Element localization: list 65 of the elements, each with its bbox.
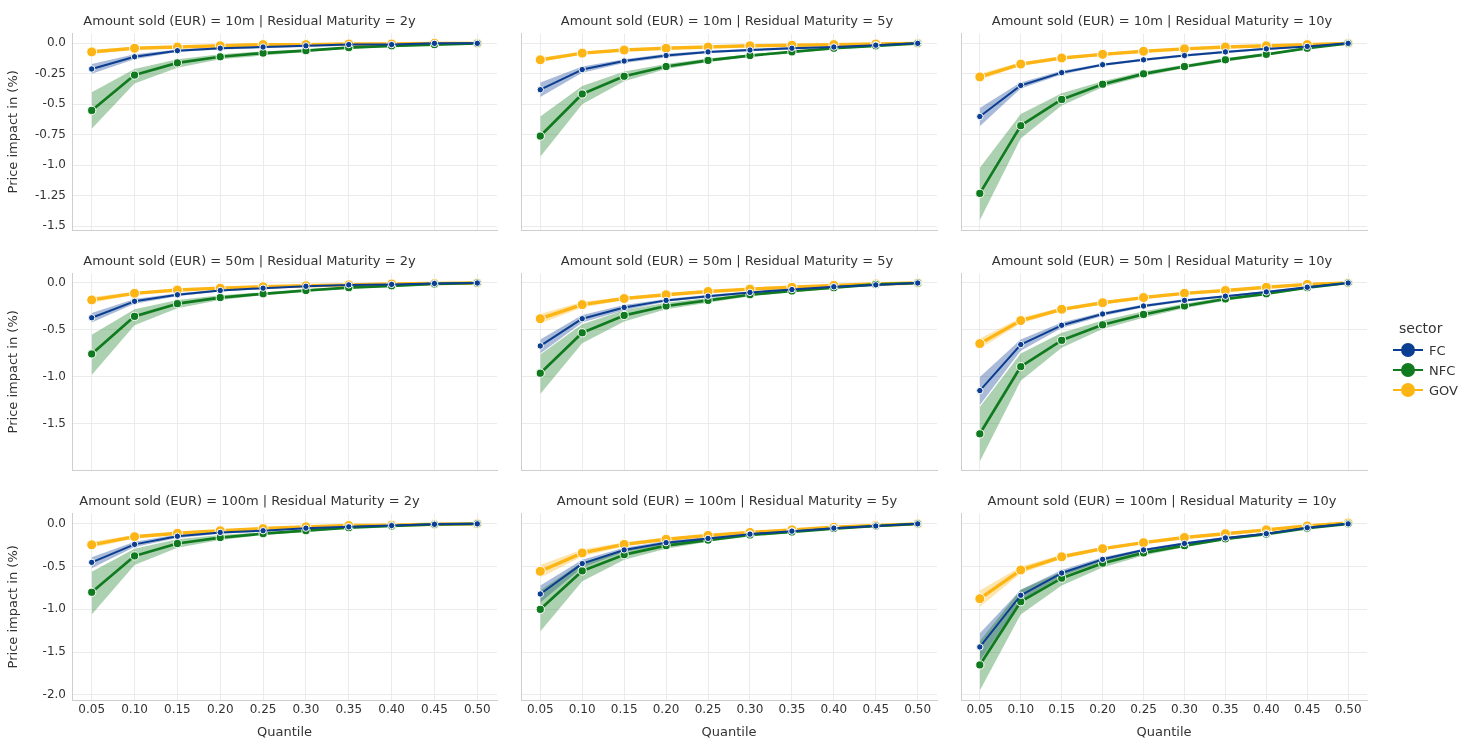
x-tick-label: 0.20 [652,702,680,717]
chart-title: Amount sold (EUR) = 10m | Residual Maturity = 2y [83,13,416,29]
x-tick-label: 0.25 [249,702,277,717]
x-axis-title: Quantile [701,723,757,739]
y-tick-label: -2.0 [42,686,66,701]
y-tick-label: 0.0 [46,275,66,290]
y-tick-label: 0.0 [46,35,66,50]
x-tick-label: 0.35 [778,702,806,717]
chart-title: Amount sold (EUR) = 10m | Residual Maturity = 10y [991,13,1333,29]
x-tick-label: 0.15 [1048,702,1076,717]
x-tick-label: 0.30 [1171,702,1198,717]
y-tick-label: -1.0 [42,369,66,384]
x-tick-label: 0.05 [966,702,994,717]
x-tick-label: 0.40 [378,702,405,717]
x-axis-title: Quantile [1136,723,1192,739]
x-tick-label: 0.45 [1293,702,1321,717]
y-tick-label: -0.5 [42,322,66,337]
y-tick-label: -0.25 [34,65,66,80]
y-tick-label: -1.25 [34,187,66,202]
x-tick-label: 0.40 [1252,702,1280,717]
y-axis-title: Price impact in (%) [5,545,21,669]
y-tick-label: -0.75 [34,126,66,141]
chart-title: Amount sold (EUR) = 50m | Residual Maturity = 10y [991,253,1333,269]
x-tick-label: 0.25 [1130,702,1157,717]
y-tick-label: -1.5 [42,218,66,233]
x-axis-title: Quantile [257,723,312,739]
x-tick-label: 0.20 [206,702,234,717]
y-tick-label: -1.0 [42,157,66,172]
y-axis-title: Price impact in (%) [5,310,21,434]
x-tick-label: 0.05 [526,702,554,717]
legend-label: NFC [1429,362,1456,378]
x-tick-label: 0.50 [904,702,932,717]
y-tick-label: -1.5 [42,644,66,659]
x-tick-label: 0.05 [78,702,106,717]
x-tick-label: 0.35 [1212,702,1239,717]
x-tick-label: 0.10 [1007,702,1035,717]
x-tick-label: 0.20 [1089,702,1116,717]
x-tick-label: 0.35 [335,702,363,717]
y-tick-label: -0.5 [42,96,66,111]
x-tick-label: 0.30 [736,702,764,717]
y-axis-title: Price impact in (%) [5,70,21,194]
y-tick-label: -1.0 [42,601,66,616]
x-tick-label: 0.10 [121,702,148,717]
y-tick-label: 0.0 [46,515,66,530]
x-tick-label: 0.10 [568,702,596,717]
legend-label: FC [1429,342,1446,358]
legend-label: GOV [1429,382,1458,398]
chart-title: Amount sold (EUR) = 100m | Residual Maturity = 2y [79,493,421,509]
chart-title: Amount sold (EUR) = 50m | Residual Maturity = 5y [560,253,894,269]
chart-title: Amount sold (EUR) = 100m | Residual Maturity = 10y [987,493,1337,509]
x-tick-label: 0.15 [164,702,191,717]
chart-title: Amount sold (EUR) = 100m | Residual Maturity = 5y [556,493,898,509]
x-tick-label: 0.30 [292,702,320,717]
x-tick-label: 0.25 [694,702,722,717]
chart-title: Amount sold (EUR) = 10m | Residual Maturity = 5y [560,13,894,29]
x-tick-label: 0.45 [421,702,448,717]
y-tick-label: -0.5 [42,558,66,573]
x-tick-label: 0.40 [820,702,848,717]
x-tick-label: 0.45 [862,702,890,717]
x-tick-label: 0.50 [463,702,491,717]
y-tick-label: -1.5 [42,416,66,431]
x-tick-label: 0.15 [610,702,638,717]
chart-title: Amount sold (EUR) = 50m | Residual Maturity = 2y [83,253,416,269]
legend-title: sector [1398,320,1444,336]
x-tick-label: 0.50 [1334,702,1362,717]
